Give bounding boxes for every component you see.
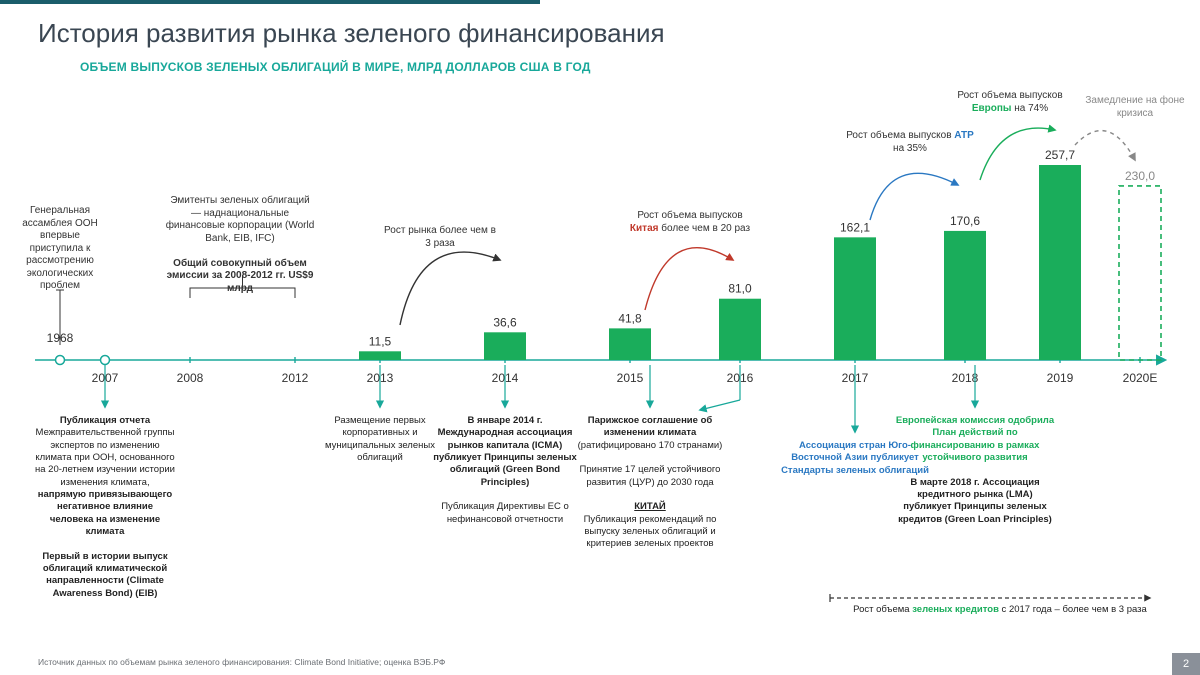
svg-text:2020E: 2020E xyxy=(1123,371,1158,385)
footer-source: Источник данных по объемам рынка зеленог… xyxy=(38,657,445,667)
top-annotation: Рост объема выпусков Европы на 74% xyxy=(945,90,1075,115)
svg-text:170,6: 170,6 xyxy=(950,214,980,228)
svg-text:2015: 2015 xyxy=(617,371,644,385)
bottom-annotation: Парижское соглашение об изменении климат… xyxy=(570,415,730,551)
svg-text:81,0: 81,0 xyxy=(728,282,752,296)
bottom-annotation: Публикация отчета Межправительственной г… xyxy=(35,415,175,600)
svg-text:2012: 2012 xyxy=(282,371,309,385)
svg-text:162,1: 162,1 xyxy=(840,220,870,234)
svg-text:36,6: 36,6 xyxy=(493,315,517,329)
top-annotation: Эмитенты зеленых облигаций — наднационал… xyxy=(165,195,315,295)
svg-text:41,8: 41,8 xyxy=(618,311,642,325)
credit-growth-note: Рост объема зеленых кредитов с 2017 года… xyxy=(850,604,1150,616)
top-annotation: Рост объема выпусков АТР на 35% xyxy=(845,130,975,155)
page-number: 2 xyxy=(1172,653,1200,675)
top-annotation: Замедление на фоне кризиса xyxy=(1085,95,1185,120)
svg-text:2019: 2019 xyxy=(1047,371,1074,385)
top-annotation: Рост рынка более чем в 3 раза xyxy=(380,225,500,250)
bottom-annotation: Размещение первых корпоративных и муници… xyxy=(310,415,450,464)
svg-text:2008: 2008 xyxy=(177,371,204,385)
svg-text:257,7: 257,7 xyxy=(1045,148,1075,162)
top-annotation: Рост объема выпусков Китая более чем в 2… xyxy=(625,210,755,235)
svg-text:230,0: 230,0 xyxy=(1125,169,1155,183)
bottom-annotation: В январе 2014 г. Международная ассоциаци… xyxy=(430,415,580,526)
svg-text:11,5: 11,5 xyxy=(369,334,392,348)
top-annotation: Генеральная ассамблея ООН впервые присту… xyxy=(15,205,105,293)
bottom-annotation: Европейская комиссия одобрила План дейст… xyxy=(895,415,1055,526)
